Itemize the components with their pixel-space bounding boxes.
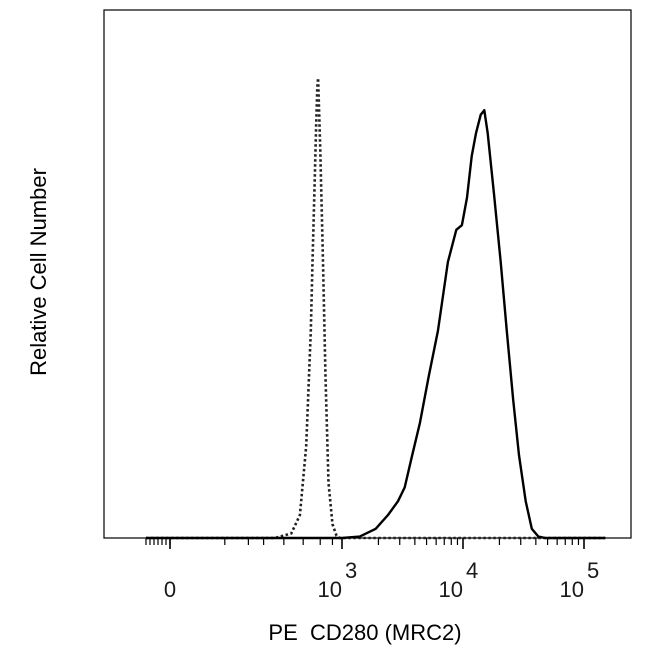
x-tick-label: 10 [560,577,584,602]
x-tick-exponent: 5 [587,558,599,583]
stained-histogram-line [146,109,606,540]
series-layer [146,76,606,540]
x-tick-exponent: 3 [345,558,357,583]
x-tick-exponent: 4 [466,558,478,583]
x-tick-label: 10 [439,577,463,602]
plot-frame [103,9,632,539]
x-major-ticks [169,538,585,549]
x-tick-label: 0 [164,577,176,602]
x-tick-label: 10 [318,577,342,602]
y-axis-title: Relative Cell Number [26,168,51,376]
control-histogram-line [146,76,606,540]
x-axis-title: PE CD280 (MRC2) [268,620,461,645]
